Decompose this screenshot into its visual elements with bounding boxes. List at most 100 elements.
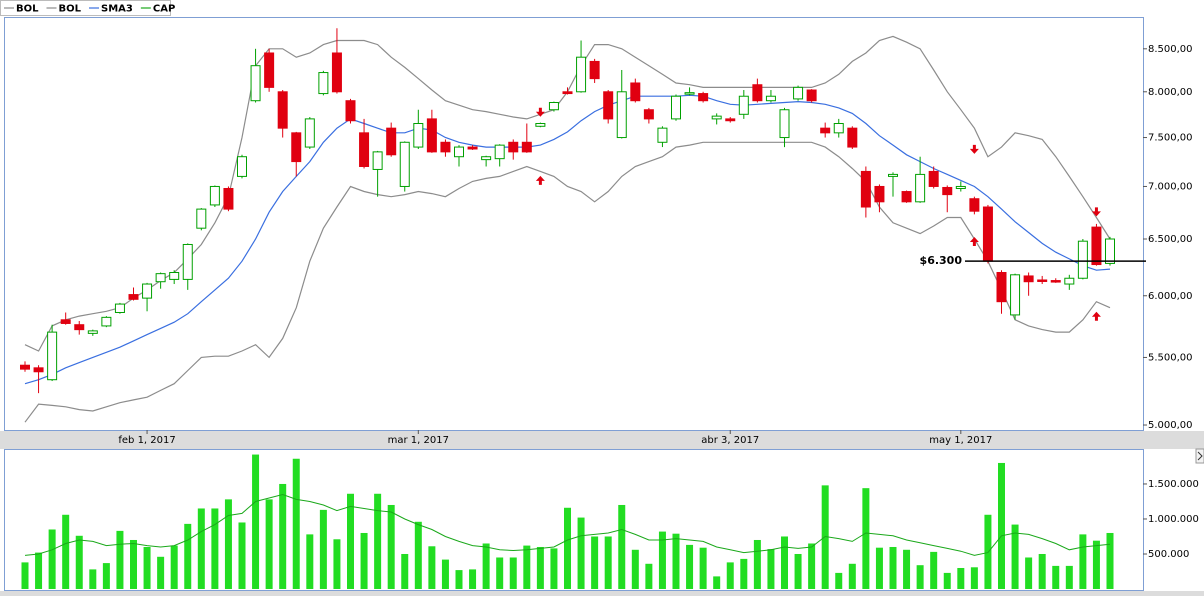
volume-panel (4, 449, 1144, 591)
candle-body (521, 141, 532, 153)
volume-bar (265, 499, 273, 589)
candle-body (562, 91, 573, 95)
candle-body (304, 118, 315, 148)
volume-bar (1079, 534, 1087, 589)
volume-bar (821, 485, 829, 589)
volume-bar (224, 499, 232, 589)
candle-body (1023, 275, 1034, 283)
candle-body (196, 208, 207, 229)
candle-body (671, 95, 681, 120)
candle-body (318, 72, 329, 95)
volume-bar (781, 536, 788, 589)
candle-body (915, 173, 926, 203)
legend: BOL BOL SMA3 CAP (4, 4, 175, 15)
candle-body (87, 330, 98, 334)
volume-bar (401, 553, 409, 589)
candle-body (345, 100, 356, 122)
candle-body (182, 243, 193, 280)
volume-bar (1025, 557, 1033, 589)
y-tick-label: 7.000,00 (1148, 181, 1193, 192)
candle-body (426, 118, 437, 153)
volume-bar (536, 546, 544, 589)
candle-body (155, 273, 166, 283)
candle-body (752, 84, 763, 102)
volume-bar (455, 570, 463, 589)
candle-body (359, 132, 370, 167)
volume-bar (482, 543, 490, 589)
candle-body (901, 191, 912, 203)
candle-body (888, 173, 898, 177)
volume-bar (143, 546, 151, 589)
volume-bar (496, 557, 504, 589)
volume-bar (889, 546, 897, 589)
volume-bar (1011, 524, 1019, 589)
volume-bar (48, 529, 56, 589)
sma-line (24, 94, 1111, 385)
volume-bar (292, 458, 300, 589)
y-tick-label: 8.000,00 (1148, 87, 1193, 98)
candle-body (860, 170, 871, 208)
volume-bar (699, 547, 707, 589)
volume-bar (1052, 565, 1060, 589)
volume-bar (184, 523, 192, 589)
y-tick-label: 500.000 (1148, 549, 1189, 560)
candle-body (548, 102, 559, 111)
candle-body (725, 118, 736, 122)
candle-body (494, 144, 505, 160)
legend-box (0, 0, 171, 16)
candle-body (74, 324, 85, 331)
y-tick-label: 1.500.000 (1148, 479, 1199, 490)
candle-body (440, 141, 451, 153)
volume-bar (645, 563, 653, 589)
volume-bar (808, 543, 816, 589)
candle-body (793, 86, 804, 100)
candle-body (209, 185, 220, 206)
volume-bar (943, 572, 951, 589)
volume-bar (89, 569, 97, 589)
legend-entry: BOL (16, 4, 39, 15)
volume-bar (21, 562, 29, 589)
legend-entry: CAP (153, 4, 175, 15)
x-tick-label: abr 3, 2017 (701, 435, 759, 446)
buy-signal (535, 175, 545, 185)
x-tick-label: mar 1, 2017 (388, 435, 449, 446)
bollinger-band (24, 141, 1111, 423)
level-label: $6.300 (920, 254, 963, 267)
candle-body (698, 93, 709, 102)
volume-bar (1106, 532, 1114, 589)
y-tick-label: 6.500,00 (1148, 234, 1193, 245)
candle-body (1105, 238, 1115, 264)
candle-body (1091, 226, 1102, 266)
volume-bar (211, 508, 219, 589)
volume-bar (509, 557, 517, 589)
candle-body (277, 91, 288, 129)
y-tick-label: 5.500,00 (1148, 352, 1193, 363)
bottom-strip (0, 591, 1204, 596)
candle-body (101, 316, 112, 327)
candle-body (223, 187, 234, 210)
candle-body (833, 123, 844, 134)
candle-body (47, 331, 58, 381)
volume-bar (930, 551, 938, 589)
volume-bar (1092, 540, 1100, 589)
volume-bar (618, 504, 626, 589)
axis-strip (0, 431, 1204, 449)
volume-bar (631, 549, 639, 589)
candle-body (969, 198, 980, 212)
volume-bar (767, 549, 775, 589)
volume-bar (523, 545, 531, 589)
candle-body (20, 364, 30, 370)
candle-body (942, 186, 953, 196)
candle-body (928, 170, 939, 187)
candle-body (1077, 240, 1088, 279)
volume-bar (835, 572, 843, 589)
candle-body (535, 123, 546, 127)
volume-bar (238, 522, 246, 589)
candle-body (820, 127, 831, 134)
volume-bar (347, 493, 354, 589)
scroll-button[interactable] (1195, 448, 1204, 464)
candle-body (779, 109, 790, 139)
candle-body (33, 367, 44, 373)
candle-body (847, 127, 858, 148)
volume-bar (414, 521, 422, 589)
